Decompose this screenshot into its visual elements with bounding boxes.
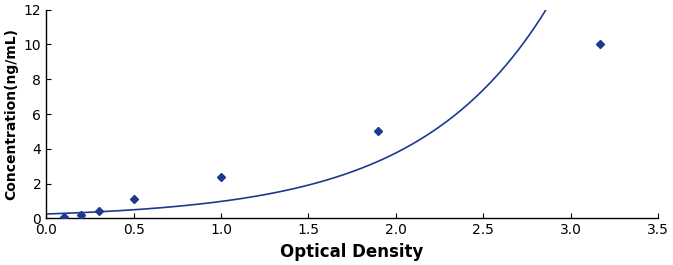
Y-axis label: Concentration(ng/mL): Concentration(ng/mL) [4,28,18,200]
X-axis label: Optical Density: Optical Density [281,243,424,261]
